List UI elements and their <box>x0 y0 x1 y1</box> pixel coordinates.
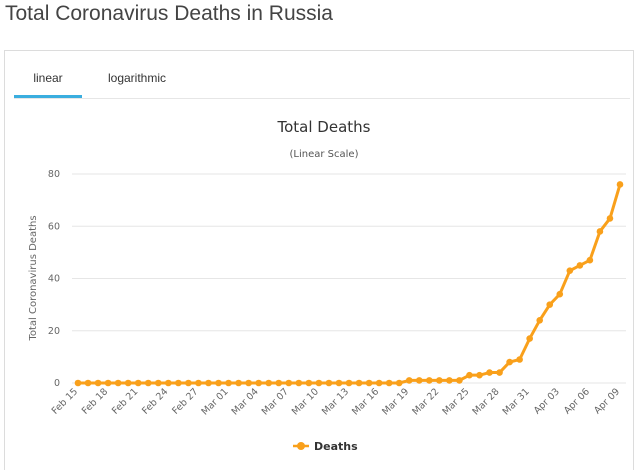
x-tick-label: Apr 06 <box>562 386 592 416</box>
gridlines <box>72 173 626 384</box>
data-point[interactable] <box>345 379 353 387</box>
x-tick-label: Feb 18 <box>80 386 110 416</box>
data-point[interactable] <box>94 379 102 387</box>
chart-panel <box>4 50 634 470</box>
data-point[interactable] <box>134 379 142 387</box>
data-point[interactable] <box>405 377 413 384</box>
data-point[interactable] <box>586 256 594 264</box>
chart-subtitle: (Linear Scale) <box>290 149 359 160</box>
data-point[interactable] <box>315 379 323 387</box>
legend[interactable]: Deaths <box>293 440 358 453</box>
data-point[interactable] <box>516 356 523 363</box>
data-point[interactable] <box>285 379 293 387</box>
data-point[interactable] <box>546 301 554 308</box>
data-point[interactable] <box>124 379 132 387</box>
data-point[interactable] <box>476 371 483 379</box>
data-point[interactable] <box>606 215 614 222</box>
data-point[interactable] <box>556 290 564 298</box>
chart-title: Total Deaths <box>277 118 371 136</box>
series-deaths <box>74 181 624 387</box>
x-tick-label: Mar 10 <box>290 386 321 417</box>
data-point[interactable] <box>325 379 333 387</box>
x-tick-label: Feb 24 <box>140 386 170 416</box>
data-point[interactable] <box>195 379 202 387</box>
data-point[interactable] <box>185 379 192 387</box>
data-point[interactable] <box>74 379 82 387</box>
data-point[interactable] <box>365 379 373 387</box>
x-tick-label: Mar 19 <box>380 386 411 417</box>
y-tick-label: 80 <box>48 169 60 180</box>
scale-tabs: linear logarithmic <box>14 62 630 99</box>
data-point[interactable] <box>225 379 232 387</box>
data-point[interactable] <box>165 379 172 387</box>
data-point[interactable] <box>104 379 112 387</box>
data-point[interactable] <box>265 379 273 387</box>
x-tick-label: Feb 27 <box>170 386 200 416</box>
tab-linear[interactable]: linear <box>14 62 82 98</box>
data-point[interactable] <box>486 369 493 376</box>
data-point[interactable] <box>436 377 443 384</box>
x-tick-label: Feb 15 <box>50 386 80 416</box>
data-point[interactable] <box>355 379 363 387</box>
data-point[interactable] <box>526 335 533 342</box>
x-tick-label: Mar 07 <box>260 386 291 417</box>
x-tick-label: Mar 01 <box>200 386 231 417</box>
data-point[interactable] <box>255 379 262 387</box>
y-tick-label: 40 <box>48 274 60 285</box>
data-point[interactable] <box>506 358 513 366</box>
data-point[interactable] <box>395 379 403 387</box>
y-axis-ticks: 0 20 40 60 80 <box>48 169 60 389</box>
data-point[interactable] <box>375 379 383 387</box>
x-tick-label: Mar 22 <box>410 386 441 417</box>
data-point[interactable] <box>415 377 423 384</box>
x-tick-label: Mar 25 <box>440 386 471 417</box>
series-line <box>78 184 622 385</box>
data-point[interactable] <box>215 379 222 387</box>
x-tick-label: Mar 04 <box>230 386 261 417</box>
x-tick-label: Apr 03 <box>532 386 562 416</box>
x-tick-label: Apr 09 <box>592 386 622 416</box>
y-tick-label: 0 <box>54 378 60 389</box>
data-point[interactable] <box>144 379 152 387</box>
data-point[interactable] <box>596 228 604 235</box>
y-tick-label: 60 <box>48 221 60 232</box>
data-point[interactable] <box>566 267 574 274</box>
legend-label-deaths[interactable]: Deaths <box>314 440 358 453</box>
data-point[interactable] <box>496 369 503 376</box>
data-point[interactable] <box>154 379 162 387</box>
data-point[interactable] <box>305 379 313 387</box>
data-point[interactable] <box>446 377 453 384</box>
data-point[interactable] <box>235 379 242 387</box>
x-tick-label: Mar 13 <box>320 386 351 417</box>
data-point[interactable] <box>536 317 544 324</box>
data-point[interactable] <box>275 379 283 387</box>
data-point[interactable] <box>84 379 92 387</box>
data-point[interactable] <box>456 377 463 384</box>
data-point[interactable] <box>385 379 393 387</box>
data-point[interactable] <box>205 379 212 387</box>
tab-logarithmic[interactable]: logarithmic <box>107 71 167 85</box>
x-tick-label: Mar 16 <box>350 386 381 417</box>
data-point[interactable] <box>175 379 182 387</box>
data-point[interactable] <box>245 379 252 387</box>
data-point[interactable] <box>114 379 122 387</box>
data-point[interactable] <box>335 379 343 387</box>
page-title: Total Coronavirus Deaths in Russia <box>5 2 333 25</box>
data-point[interactable] <box>425 377 433 384</box>
y-axis-label: Total Coronavirus Deaths <box>28 215 39 341</box>
data-point[interactable] <box>466 371 473 379</box>
x-tick-label: Mar 28 <box>471 386 502 417</box>
x-tick-label: Mar 31 <box>501 386 532 417</box>
legend-marker <box>297 442 305 450</box>
y-tick-label: 20 <box>48 326 60 337</box>
data-point[interactable] <box>616 181 624 188</box>
x-tick-label: Feb 21 <box>110 386 140 416</box>
data-point[interactable] <box>295 379 303 387</box>
data-point[interactable] <box>576 262 584 269</box>
